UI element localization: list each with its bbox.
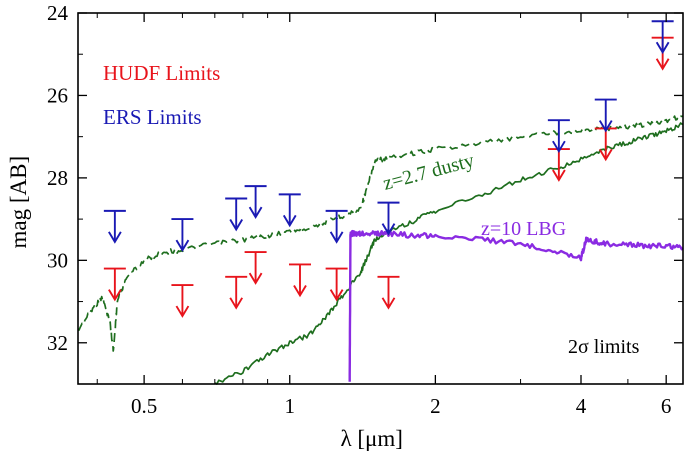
ers-limit-marker (278, 193, 301, 228)
hudf-limit-arrowhead (229, 297, 244, 310)
y-tick-label: 30 (47, 248, 68, 272)
hudf-limit-marker (288, 263, 311, 298)
x-tick-label: 4 (576, 394, 587, 418)
ers-limit-arrowhead (175, 239, 190, 252)
y-tick-label: 24 (47, 1, 69, 25)
plot-frame (77, 12, 684, 385)
ers-limit-arrowhead (229, 219, 244, 232)
ers-limit-arrowhead (248, 206, 263, 219)
x-axis-label: λ [μm] (341, 426, 403, 451)
ers-limit-arrowhead (655, 41, 670, 55)
hudf-limit-arrowhead (248, 272, 263, 285)
ers-limit-marker (171, 218, 194, 252)
hudf-limit-arrowhead (655, 58, 670, 71)
hudf-limit-marker (594, 127, 617, 162)
ers-limit-arrowhead (381, 223, 396, 236)
hudf-limit-marker (225, 275, 248, 310)
hudf-limit-arrowhead (381, 297, 396, 310)
hudf-limit-arrowhead (598, 148, 613, 162)
hudf-limit-marker (171, 284, 194, 318)
hudf-limit-arrowhead (108, 289, 122, 302)
hudf-limit-marker (103, 267, 126, 302)
series-z-10-lbg (348, 229, 684, 382)
ers-limit-arrowhead (108, 231, 122, 244)
ers-limit-marker (547, 119, 570, 154)
ers-limit-marker (244, 185, 267, 219)
hudf-limit-marker (244, 251, 267, 285)
hudf-limit-arrowhead (175, 305, 190, 318)
y-tick-label: 28 (47, 166, 68, 190)
y-axis-label: mag [AB] (6, 156, 31, 249)
annotation-z10-lbg: z=10 LBG (481, 218, 566, 240)
ers-limit-marker (325, 209, 348, 244)
ers-limit-arrowhead (552, 140, 566, 154)
ers-limit-marker (225, 197, 248, 232)
x-tick-label: 0.5 (131, 394, 157, 418)
ers-limit-marker (594, 98, 617, 133)
y-tick-label: 26 (47, 83, 68, 107)
ers-limit-arrowhead (329, 231, 344, 244)
ers-limit-arrowhead (282, 214, 297, 228)
ers-limit-marker (103, 209, 126, 244)
hudf-limit-arrowhead (329, 289, 344, 302)
x-tick-label: 1 (284, 394, 295, 418)
ers-limit-marker (377, 201, 400, 236)
x-tick-label: 2 (430, 394, 441, 418)
x-tick-label: 6 (661, 394, 672, 418)
hudf-limit-marker (377, 275, 400, 310)
y-tick-label: 32 (47, 331, 68, 355)
ers-limit-arrowhead (598, 120, 613, 133)
series-z-2-7-dusty-continuum- (214, 122, 684, 385)
hudf-limit-marker (325, 267, 348, 302)
hudf-limit-arrowhead (552, 169, 566, 182)
note-2sigma-limits: 2σ limits (568, 336, 640, 358)
legend-ers: ERS Limits (103, 105, 202, 129)
series-z-2-7-dusty (77, 114, 684, 352)
ers-limit-marker (651, 20, 674, 55)
legend-hudf: HUDF Limits (103, 61, 220, 85)
hudf-limit-arrowhead (293, 284, 307, 298)
